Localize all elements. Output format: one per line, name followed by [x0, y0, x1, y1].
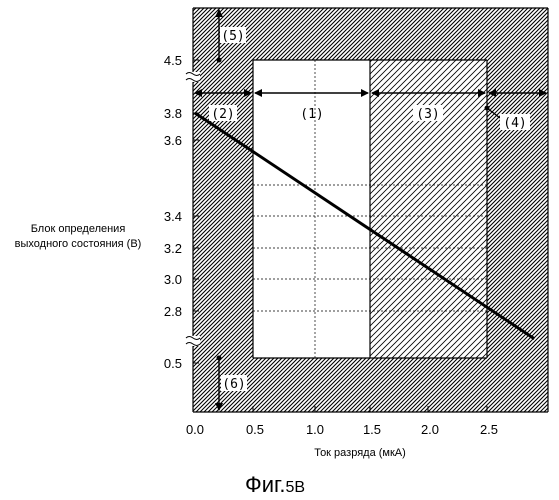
caption-main: Фиг.: [245, 472, 285, 497]
y-tick-labels: 4.5 3.8 3.6 3.4 3.2 3.0 2.8 0.5: [164, 53, 182, 371]
region-3-light-hatch: [370, 60, 487, 358]
region-label-6: (6): [221, 375, 247, 392]
x-tick-label: 2.0: [421, 422, 439, 437]
region-label: (2): [211, 107, 234, 122]
region-label-2: (2): [209, 105, 237, 122]
x-tick-label: 0.0: [186, 422, 204, 437]
y-tick-label: 3.0: [164, 272, 182, 287]
axis-break-upper: [186, 72, 200, 82]
region-label-4: (4): [500, 114, 530, 131]
y-tick-label: 3.2: [164, 241, 182, 256]
region-6-bottom-band: [253, 358, 487, 412]
region-label: (3): [416, 107, 439, 122]
x-tick-label: 2.5: [480, 422, 498, 437]
x-tick-label: 1.5: [363, 422, 381, 437]
region-label: (1): [300, 107, 323, 122]
x-tick-labels: 0.0 0.5 1.0 1.5 2.0 2.5: [186, 422, 498, 437]
y-tick-label: 4.5: [164, 53, 182, 68]
region-label-1: (1): [300, 107, 323, 122]
y-tick-label: 3.4: [164, 209, 182, 224]
y-tick-label: 2.8: [164, 304, 182, 319]
y-tick-label: 3.6: [164, 133, 182, 148]
x-axis-label: Ток разряда (мкА): [314, 447, 406, 459]
x-tick-label: 0.5: [246, 422, 264, 437]
region-label-3: (3): [413, 105, 443, 122]
y-axis-label-line1: Блок определения: [31, 223, 126, 235]
region-label-5: (5): [220, 27, 246, 44]
region-label: (6): [222, 377, 245, 392]
y-tick-label: 0.5: [164, 356, 182, 371]
x-tick-label: 1.0: [306, 422, 324, 437]
region-2-left-band: [193, 8, 253, 412]
region-label: (4): [503, 116, 526, 131]
region-4-right-band: [487, 8, 548, 412]
figure-caption: Фиг.5В: [245, 472, 305, 497]
region-5-top-band: [253, 8, 487, 60]
caption-number: 5В: [285, 479, 305, 496]
y-axis-label-line2: выходного состояния (В): [15, 238, 142, 250]
region-1-white: [253, 60, 370, 358]
region-label: (5): [221, 29, 244, 44]
y-tick-label: 3.8: [164, 106, 182, 121]
axis-break-lower: [186, 336, 200, 346]
